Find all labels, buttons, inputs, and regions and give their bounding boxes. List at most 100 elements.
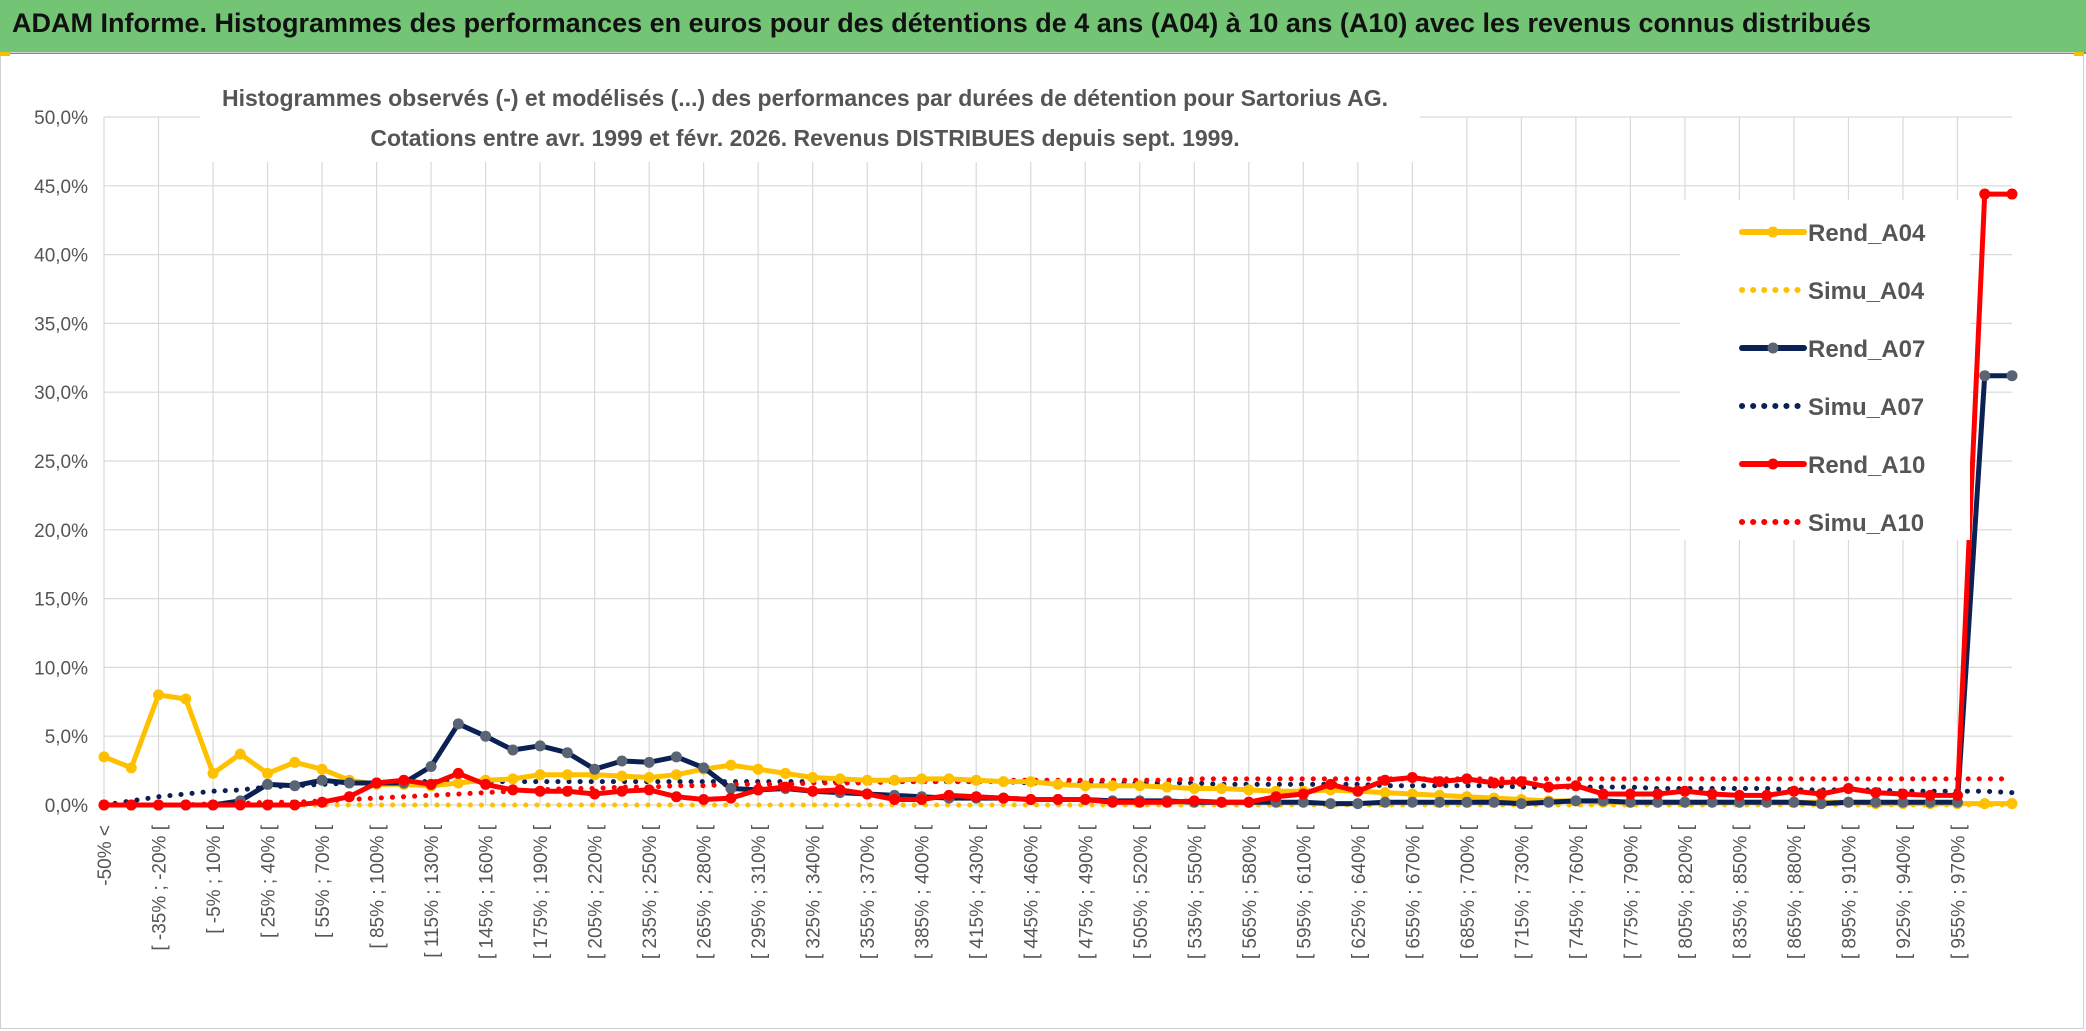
data-point-Rend_A10 [1297,788,1309,800]
data-point-Rend_A04 [1134,780,1146,792]
data-point-Rend_A04 [125,762,137,774]
x-tick-label: [ 895% ; 910% [ [1839,824,1860,959]
data-point-Rend_A10 [807,785,819,797]
data-point-Rend_A10 [289,799,301,811]
y-axis-ticks: 0,0% 5,0% 10,0% 15,0% 20,0% 25,0% 30,0% 35,0% 40… [34,108,88,817]
data-point-Rend_A07 [425,760,437,772]
y-tick-label: 50,0% [34,108,88,129]
x-tick-label: [ 745% ; 760% [ [1567,824,1588,959]
chart-grid [103,116,2012,806]
data-point-Rend_A07 [1979,370,1991,382]
data-point-Rend_A10 [425,778,437,790]
data-point-Rend_A10 [1679,785,1691,797]
chart-frame [0,52,2084,1029]
data-point-Rend_A10 [98,799,110,811]
data-point-Rend_A10 [1243,796,1255,808]
data-point-Rend_A07 [670,751,682,763]
data-point-Rend_A10 [1488,777,1500,789]
y-tick-label: 10,0% [34,658,88,679]
data-point-Rend_A07 [343,777,355,789]
data-point-Rend_A10 [1652,788,1664,800]
data-point-Rend_A04 [289,756,301,768]
data-point-Rend_A04 [752,763,764,775]
data-point-Rend_A10 [371,777,383,789]
data-point-Rend_A04 [2006,798,2018,810]
data-point-Rend_A04 [452,777,464,789]
data-point-Rend_A10 [1597,788,1609,800]
data-point-Rend_A04 [180,693,192,705]
data-point-Rend_A10 [1842,782,1854,794]
data-point-Rend_A10 [670,791,682,803]
data-point-Rend_A04 [1107,780,1119,792]
data-point-Rend_A04 [1243,784,1255,796]
data-point-Rend_A04 [153,689,165,701]
data-point-Rend_A10 [970,791,982,803]
data-point-Rend_A10 [1515,776,1527,788]
data-point-Rend_A07 [289,780,301,792]
data-point-Rend_A10 [207,799,219,811]
legend-label: Simu_A04 [1808,278,1925,305]
data-point-Rend_A04 [1379,787,1391,799]
legend-item-Rend_A04: Rend_A04 [1739,220,1926,247]
frame-corner-right [2074,52,2084,56]
data-point-Rend_A10 [398,774,410,786]
x-tick-label: [ 385% ; 400% [ [913,824,934,959]
data-point-Rend_A04 [807,771,819,783]
data-point-Rend_A10 [1897,788,1909,800]
data-point-Rend_A04 [997,776,1009,788]
data-point-Rend_A10 [1761,789,1773,801]
y-tick-label: 40,0% [34,246,88,267]
y-tick-label: 20,0% [34,521,88,542]
data-point-Rend_A04 [316,763,328,775]
data-point-Rend_A10 [1270,791,1282,803]
data-point-Rend_A10 [1788,785,1800,797]
x-tick-label: [ 475% ; 490% [ [1076,824,1097,959]
data-point-Rend_A04 [1188,782,1200,794]
data-point-Rend_A07 [1543,796,1555,808]
data-point-Rend_A04 [916,773,928,785]
chart-title: Histogrammes observés (-) et modélisés (… [222,85,1388,111]
data-point-Rend_A07 [1897,796,1909,808]
data-point-Rend_A04 [725,759,737,771]
legend-item-Rend_A10: Rend_A10 [1739,452,1925,479]
data-point-Rend_A10 [1461,773,1473,785]
legend-label: Simu_A10 [1808,510,1924,537]
data-point-Rend_A04 [643,771,655,783]
data-point-Rend_A10 [861,788,873,800]
x-tick-label: [ 505% ; 520% [ [1131,824,1152,959]
data-point-Rend_A10 [1733,789,1745,801]
legend-marker [1767,342,1779,354]
data-point-Rend_A10 [725,792,737,804]
data-point-Rend_A10 [343,791,355,803]
data-point-Rend_A10 [1134,796,1146,808]
data-point-Rend_A10 [1379,774,1391,786]
x-tick-label: [ 445% ; 460% [ [1022,824,1043,959]
data-point-Rend_A10 [1924,789,1936,801]
data-point-Rend_A07 [1706,796,1718,808]
data-point-Rend_A07 [1624,796,1636,808]
x-tick-label: [ 115% ; 130% [ [422,824,443,957]
data-point-Rend_A04 [1406,788,1418,800]
y-tick-label: 25,0% [34,452,88,473]
data-point-Rend_A10 [1025,793,1037,805]
data-point-Rend_A10 [779,781,791,793]
x-tick-label: [ 145% ; 160% [ [477,824,498,959]
data-point-Rend_A10 [480,778,492,790]
data-point-Rend_A07 [1406,796,1418,808]
data-point-Rend_A04 [507,773,519,785]
data-point-Rend_A07 [1788,796,1800,808]
y-tick-label: 15,0% [34,590,88,611]
data-point-Rend_A04 [534,769,546,781]
data-point-Rend_A10 [262,799,274,811]
data-point-Rend_A10 [1325,778,1337,790]
data-point-Rend_A07 [1842,796,1854,808]
data-point-Rend_A10 [698,793,710,805]
legend-label: Rend_A04 [1808,220,1926,247]
data-point-Rend_A10 [1570,780,1582,792]
report-banner: ADAM Informe. Histogrammes des performan… [0,0,2086,54]
data-point-Rend_A07 [1461,796,1473,808]
data-point-Rend_A07 [316,774,328,786]
data-point-Rend_A10 [1079,793,1091,805]
data-point-Rend_A10 [916,793,928,805]
data-point-Rend_A07 [1570,795,1582,807]
